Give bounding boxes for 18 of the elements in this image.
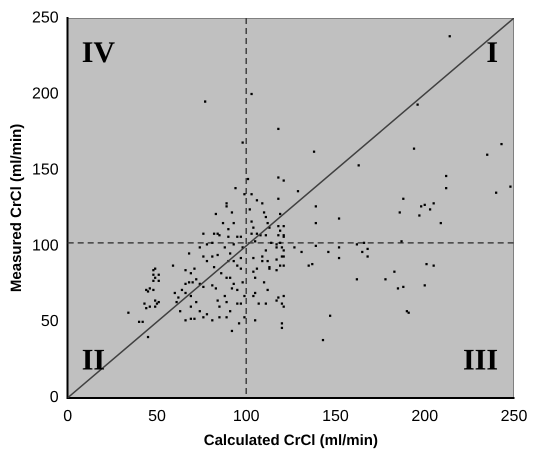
x-tick-label: 150 xyxy=(322,408,349,425)
x-tick-label: 200 xyxy=(411,408,438,425)
annotation: I xyxy=(486,36,498,69)
annotation: IV xyxy=(82,36,116,69)
x-tick-label: 100 xyxy=(232,408,260,425)
y-tick-label: 0 xyxy=(50,389,59,406)
x-tick-label: 0 xyxy=(63,408,72,425)
y-tick-label: 250 xyxy=(32,9,59,26)
y-tick-label: 50 xyxy=(40,313,59,330)
y-tick-label: 150 xyxy=(32,161,59,178)
y-tick-label: 100 xyxy=(32,237,59,254)
annotation: III xyxy=(462,344,498,377)
y-tick-label: 200 xyxy=(32,85,59,102)
annotation: II xyxy=(82,344,106,377)
x-axis-title: Calculated CrCl (ml/min) xyxy=(204,432,378,450)
x-tick-label: 50 xyxy=(148,408,166,425)
y-axis-title: Measured CrCl (ml/min) xyxy=(8,124,26,292)
x-tick-label: 250 xyxy=(500,408,528,425)
